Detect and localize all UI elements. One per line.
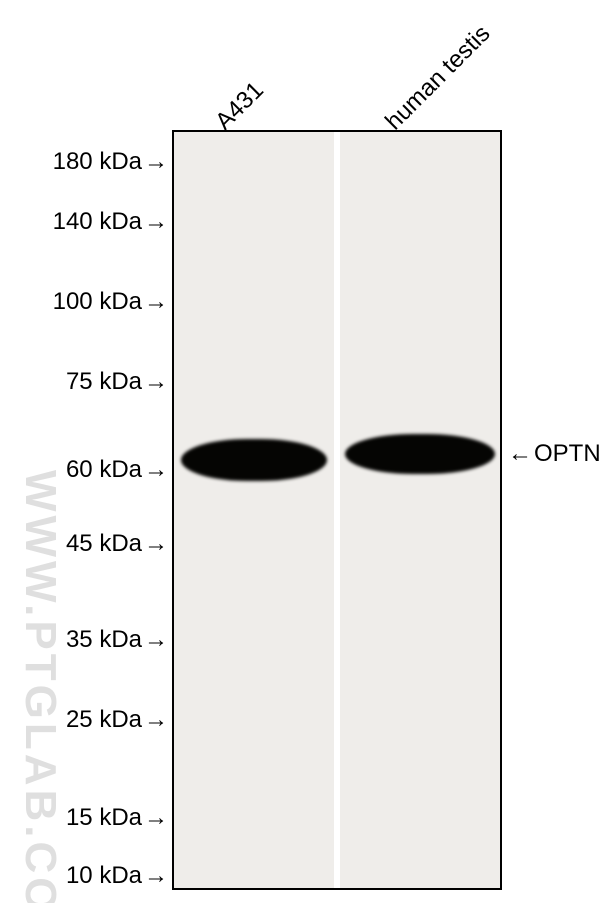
lane-human-testis: [340, 132, 500, 888]
target-label: ←OPTN: [508, 440, 600, 468]
mw-marker-25: 25 kDa→: [66, 706, 168, 734]
mw-marker-10: 10 kDa→: [66, 862, 168, 890]
mw-marker-45: 45 kDa→: [66, 530, 168, 558]
arrow-right-icon: →: [144, 148, 168, 175]
mw-marker-text: 180 kDa: [53, 148, 142, 175]
mw-marker-text: 45 kDa: [66, 530, 142, 557]
target-name: OPTN: [534, 440, 600, 467]
blot-figure: WWW.PTGLAB.COM A431 human testis 180 kDa…: [0, 0, 600, 903]
mw-marker-100: 100 kDa→: [53, 288, 168, 316]
mw-marker-text: 75 kDa: [66, 368, 142, 395]
arrow-right-icon: →: [144, 368, 168, 395]
lane-label-human-testis: human testis: [380, 20, 496, 136]
arrow-right-icon: →: [144, 208, 168, 235]
arrow-right-icon: →: [144, 862, 168, 889]
band-human-testis-optn: [345, 434, 495, 474]
mw-marker-text: 10 kDa: [66, 862, 142, 889]
arrow-right-icon: →: [144, 530, 168, 557]
arrow-right-icon: →: [144, 804, 168, 831]
arrow-left-icon: ←: [508, 440, 532, 467]
mw-marker-35: 35 kDa→: [66, 626, 168, 654]
lane-a431: [174, 132, 334, 888]
mw-marker-text: 100 kDa: [53, 288, 142, 315]
mw-marker-text: 25 kDa: [66, 706, 142, 733]
mw-marker-60: 60 kDa→: [66, 456, 168, 484]
mw-marker-text: 15 kDa: [66, 804, 142, 831]
mw-marker-text: 140 kDa: [53, 208, 142, 235]
mw-marker-15: 15 kDa→: [66, 804, 168, 832]
mw-marker-text: 60 kDa: [66, 456, 142, 483]
mw-marker-75: 75 kDa→: [66, 368, 168, 396]
arrow-right-icon: →: [144, 456, 168, 483]
lane-label-a431: A431: [210, 77, 269, 136]
watermark-text: WWW.PTGLAB.COM: [15, 470, 65, 903]
lane-area: [172, 130, 502, 890]
arrow-right-icon: →: [144, 288, 168, 315]
arrow-right-icon: →: [144, 706, 168, 733]
mw-marker-140: 140 kDa→: [53, 208, 168, 236]
band-a431-optn: [181, 439, 327, 481]
arrow-right-icon: →: [144, 626, 168, 653]
mw-marker-text: 35 kDa: [66, 626, 142, 653]
mw-marker-180: 180 kDa→: [53, 148, 168, 176]
